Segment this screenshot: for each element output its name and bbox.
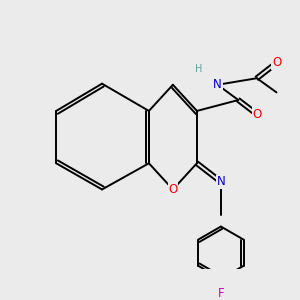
Text: O: O bbox=[252, 108, 262, 121]
Text: O: O bbox=[168, 183, 178, 196]
Text: H: H bbox=[195, 64, 203, 74]
Text: O: O bbox=[272, 56, 281, 69]
Text: N: N bbox=[213, 78, 222, 91]
Text: N: N bbox=[217, 175, 225, 188]
Text: F: F bbox=[218, 287, 224, 300]
